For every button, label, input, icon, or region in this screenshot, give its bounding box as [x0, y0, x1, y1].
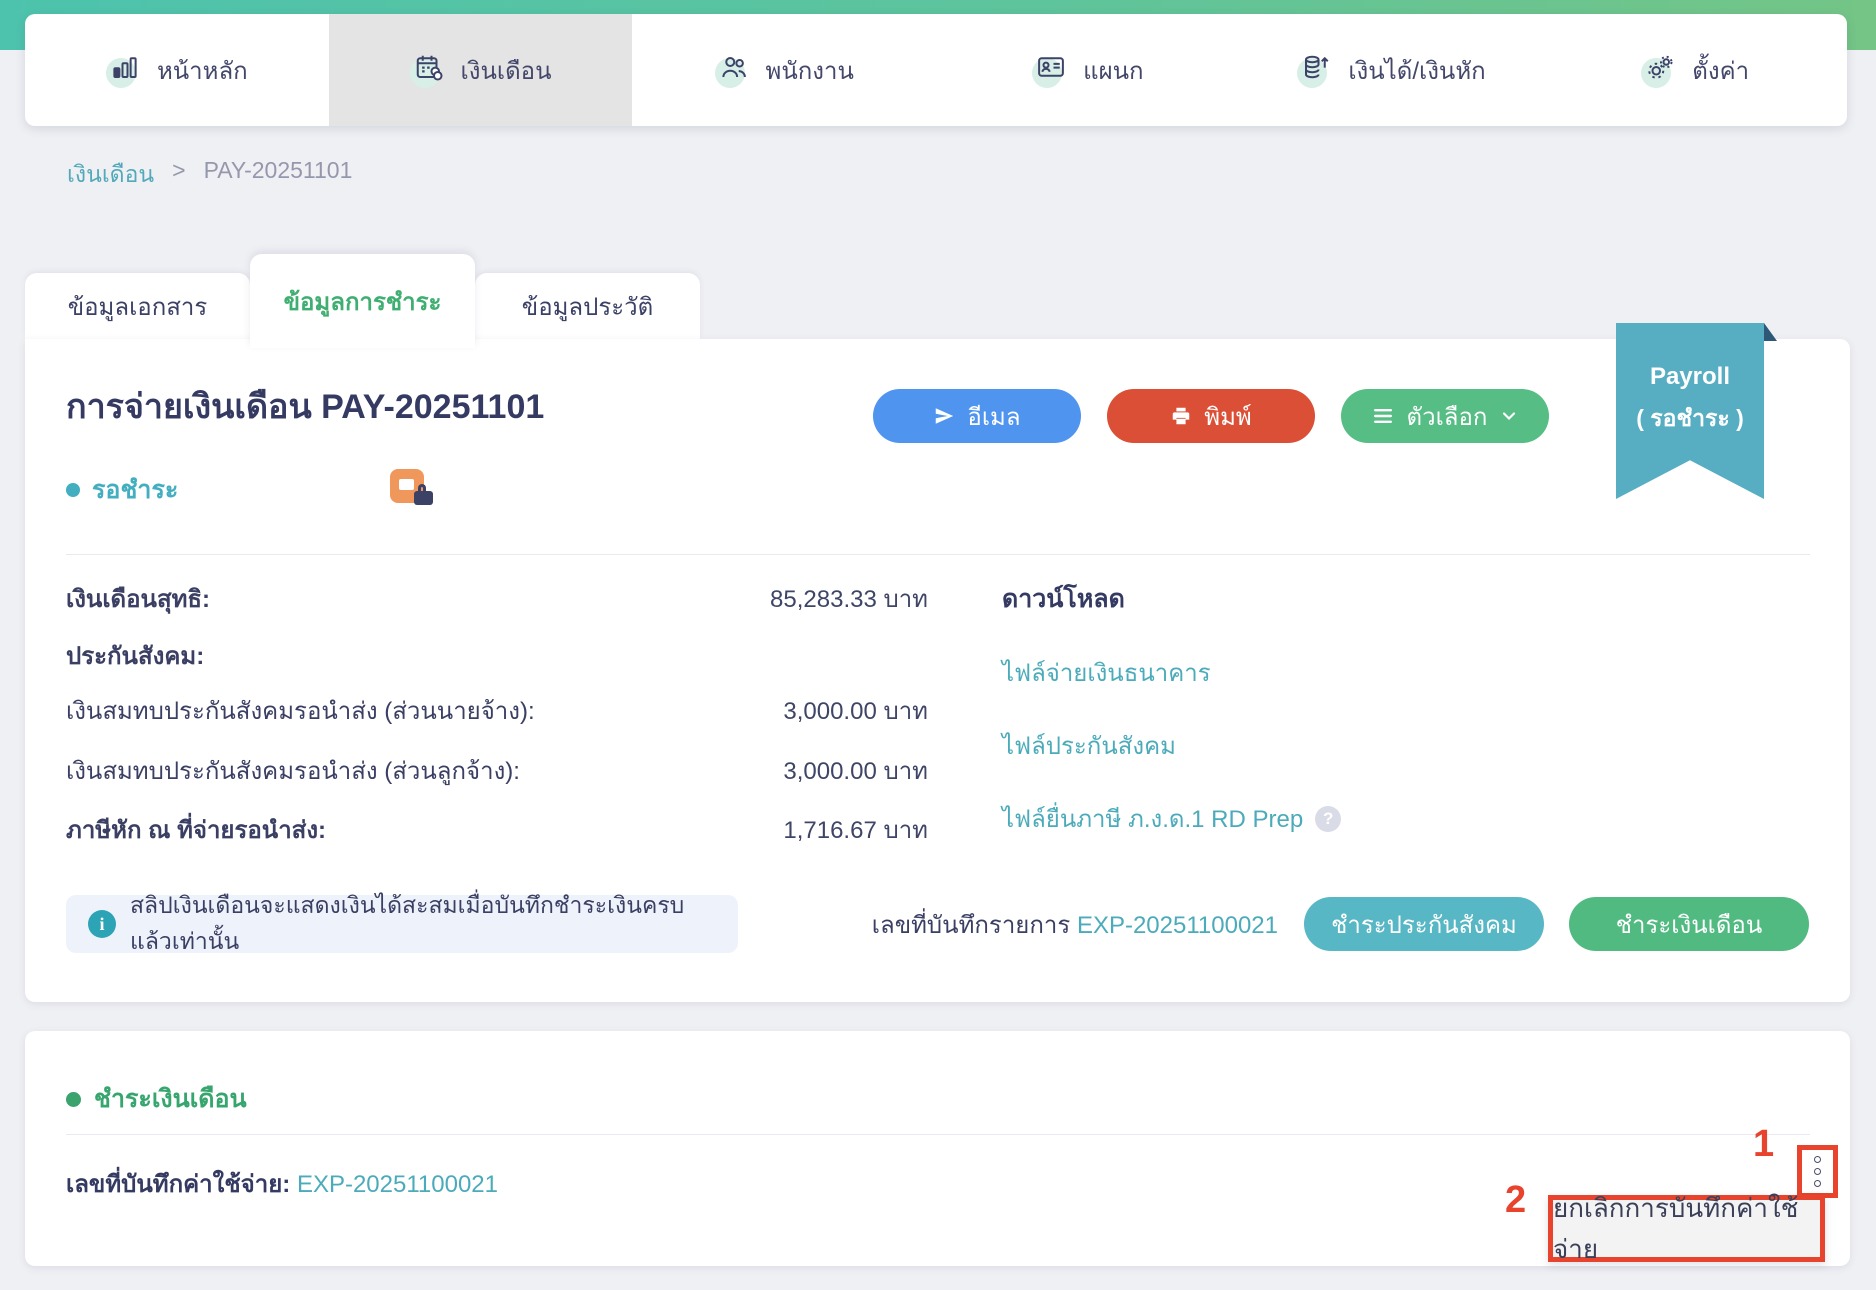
- salary-payment-card: ชำระเงินเดือน เลขที่บันทึกค่าใช้จ่าย: EX…: [25, 1031, 1850, 1266]
- nav-label: เงินได้/เงินหัก: [1348, 57, 1486, 85]
- calendar-coins-icon: [409, 52, 448, 88]
- ribbon-line1: Payroll: [1649, 363, 1731, 390]
- action-buttons: อีเมล พิมพ์ ตัวเลือก: [873, 389, 1549, 443]
- breadcrumb: เงินเดือน > PAY-20251101: [67, 157, 352, 193]
- nav-item-departments[interactable]: แผนก: [936, 14, 1240, 126]
- divider: [66, 1134, 1810, 1135]
- breadcrumb-separator: >: [172, 157, 186, 183]
- nav-item-home[interactable]: หน้าหลัก: [25, 14, 329, 126]
- nav-label: เงินเดือน: [460, 57, 552, 85]
- coins-arrow-up-icon: [1297, 52, 1335, 88]
- print-button[interactable]: พิมพ์: [1107, 389, 1315, 443]
- link-label: ไฟล์ประกันสังคม: [1002, 733, 1176, 760]
- tab-history-info[interactable]: ข้อมูลประวัติ: [475, 273, 700, 339]
- section-header: ชำระเงินเดือน: [66, 1079, 247, 1119]
- detail-label: ประกันสังคม:: [66, 643, 205, 670]
- record-label: เลขที่บันทึกรายการ: [871, 911, 1071, 939]
- options-button[interactable]: ตัวเลือก: [1341, 389, 1549, 443]
- record-value-link[interactable]: EXP-20251100021: [1076, 911, 1278, 939]
- tab-payment-info[interactable]: ข้อมูลการชำระ: [250, 254, 475, 348]
- menu-lines-icon: [1371, 404, 1395, 428]
- social-security-file-link[interactable]: ไฟล์ประกันสังคม: [1002, 726, 1341, 765]
- detail-row-withholding-tax: ภาษีหัก ณ ที่จ่ายรอนำส่ง: 1,716.67 บาท: [66, 810, 928, 849]
- nav-item-settings[interactable]: ตั้งค่า: [1543, 14, 1847, 126]
- email-button[interactable]: อีเมล: [873, 389, 1081, 443]
- help-icon[interactable]: ?: [1315, 805, 1342, 832]
- printer-icon: [1170, 405, 1192, 427]
- detail-label: เงินสมทบประกันสังคมรอนำส่ง (ส่วนลูกจ้าง)…: [66, 758, 520, 785]
- cancel-expense-record-menu-item[interactable]: ยกเลิกการบันทึกค่าใช้จ่าย: [1548, 1193, 1825, 1264]
- detail-value: 1,716.67 บาท: [783, 817, 928, 844]
- detail-row-employer-contribution: เงินสมทบประกันสังคมรอนำส่ง (ส่วนนายจ้าง)…: [66, 691, 928, 730]
- nav-item-payroll[interactable]: เงินเดือน: [328, 14, 633, 126]
- download-title: ดาวน์โหลด: [1002, 585, 1125, 613]
- tab-document-info[interactable]: ข้อมูลเอกสาร: [25, 273, 250, 339]
- nav-label: ตั้งค่า: [1692, 57, 1750, 85]
- options-button-label: ตัวเลือก: [1406, 403, 1488, 431]
- info-icon: i: [88, 910, 116, 938]
- gears-icon: [1641, 52, 1679, 88]
- annotation-1: 1: [1753, 1123, 1775, 1165]
- bank-payment-file-link[interactable]: ไฟล์จ่ายเงินธนาคาร: [1002, 653, 1341, 692]
- detail-label: ภาษีหัก ณ ที่จ่ายรอนำส่ง:: [66, 817, 327, 844]
- nav-label: พนักงาน: [765, 57, 854, 85]
- card-footer-row: i สลิปเงินเดือนจะแสดงเงินได้สะสมเมื่อบัน…: [66, 892, 1809, 954]
- breadcrumb-parent-link[interactable]: เงินเดือน: [67, 161, 155, 187]
- ribbon-line2: ( รอชำระ ): [1636, 405, 1744, 431]
- nav-item-income-deductions[interactable]: เงินได้/เงินหัก: [1240, 14, 1544, 126]
- status-badge: รอชำระ: [92, 476, 179, 504]
- breadcrumb-current: PAY-20251101: [203, 157, 353, 183]
- status-row: รอชำระ: [66, 469, 436, 511]
- users-icon: [714, 52, 753, 88]
- expense-value-link[interactable]: EXP-20251100021: [296, 1171, 498, 1198]
- print-button-label: พิมพ์: [1204, 403, 1252, 431]
- detail-row-social-security: ประกันสังคม:: [66, 636, 928, 675]
- info-note-text: สลิปเงินเดือนจะแสดงเงินได้สะสมเมื่อบันทึ…: [130, 892, 685, 954]
- expense-record-row: เลขที่บันทึกค่าใช้จ่าย: EXP-20251100021: [66, 1164, 498, 1203]
- kebab-menu-icon[interactable]: [1810, 1152, 1825, 1191]
- tax-filing-file-link[interactable]: ไฟล์ยื่นภาษี ภ.ง.ด.1 RD Prep ?: [1002, 799, 1342, 838]
- pay-social-security-button[interactable]: ชำระประกันสังคม: [1304, 897, 1544, 951]
- detail-label: เงินสมทบประกันสังคมรอนำส่ง (ส่วนนายจ้าง)…: [66, 698, 535, 725]
- status-dot: [66, 483, 80, 497]
- detail-row-net-salary: เงินเดือนสุทธิ: 85,283.33 บาท: [66, 579, 928, 618]
- divider: [66, 554, 1810, 555]
- section-title: ชำระเงินเดือน: [94, 1085, 247, 1113]
- info-note: i สลิปเงินเดือนจะแสดงเงินได้สะสมเมื่อบัน…: [66, 892, 738, 954]
- link-label: ไฟล์ยื่นภาษี ภ.ง.ด.1 RD Prep: [1002, 806, 1304, 833]
- bar-chart-icon: [105, 52, 144, 88]
- download-section: ดาวน์โหลด ไฟล์จ่ายเงินธนาคาร ไฟล์ประกันส…: [1002, 579, 1342, 838]
- payroll-status-ribbon: Payroll ( รอชำระ ): [1616, 323, 1777, 499]
- record-number: เลขที่บันทึกรายการ EXP-20251100021: [872, 905, 1278, 944]
- email-button-label: อีเมล: [967, 403, 1021, 431]
- nav-label: แผนก: [1083, 57, 1144, 85]
- locked-document-icon: [390, 469, 436, 511]
- page-title: การจ่ายเงินเดือน PAY-20251101: [66, 388, 545, 426]
- paper-plane-icon: [933, 405, 955, 427]
- nav-item-employees[interactable]: พนักงาน: [632, 14, 936, 126]
- pay-salary-button[interactable]: ชำระเงินเดือน: [1569, 897, 1809, 951]
- annotation-2: 2: [1505, 1179, 1527, 1221]
- detail-value: 3,000.00 บาท: [783, 758, 928, 785]
- chevron-down-icon: [1499, 406, 1519, 426]
- detail-value: 3,000.00 บาท: [783, 698, 928, 725]
- payment-info-card: การจ่ายเงินเดือน PAY-20251101 อีเมล พิมพ…: [25, 339, 1850, 1002]
- detail-row-employee-contribution: เงินสมทบประกันสังคมรอนำส่ง (ส่วนลูกจ้าง)…: [66, 751, 928, 790]
- main-navbar: หน้าหลัก เงินเดือน พนักงาน: [25, 14, 1847, 126]
- id-card-icon: [1032, 52, 1070, 88]
- detail-value: 85,283.33 บาท: [770, 586, 928, 613]
- expense-label: เลขที่บันทึกค่าใช้จ่าย:: [66, 1171, 291, 1198]
- nav-label: หน้าหลัก: [156, 57, 248, 85]
- link-label: ไฟล์จ่ายเงินธนาคาร: [1002, 660, 1211, 687]
- section-status-dot: [66, 1091, 81, 1107]
- detail-label: เงินเดือนสุทธิ:: [66, 586, 211, 613]
